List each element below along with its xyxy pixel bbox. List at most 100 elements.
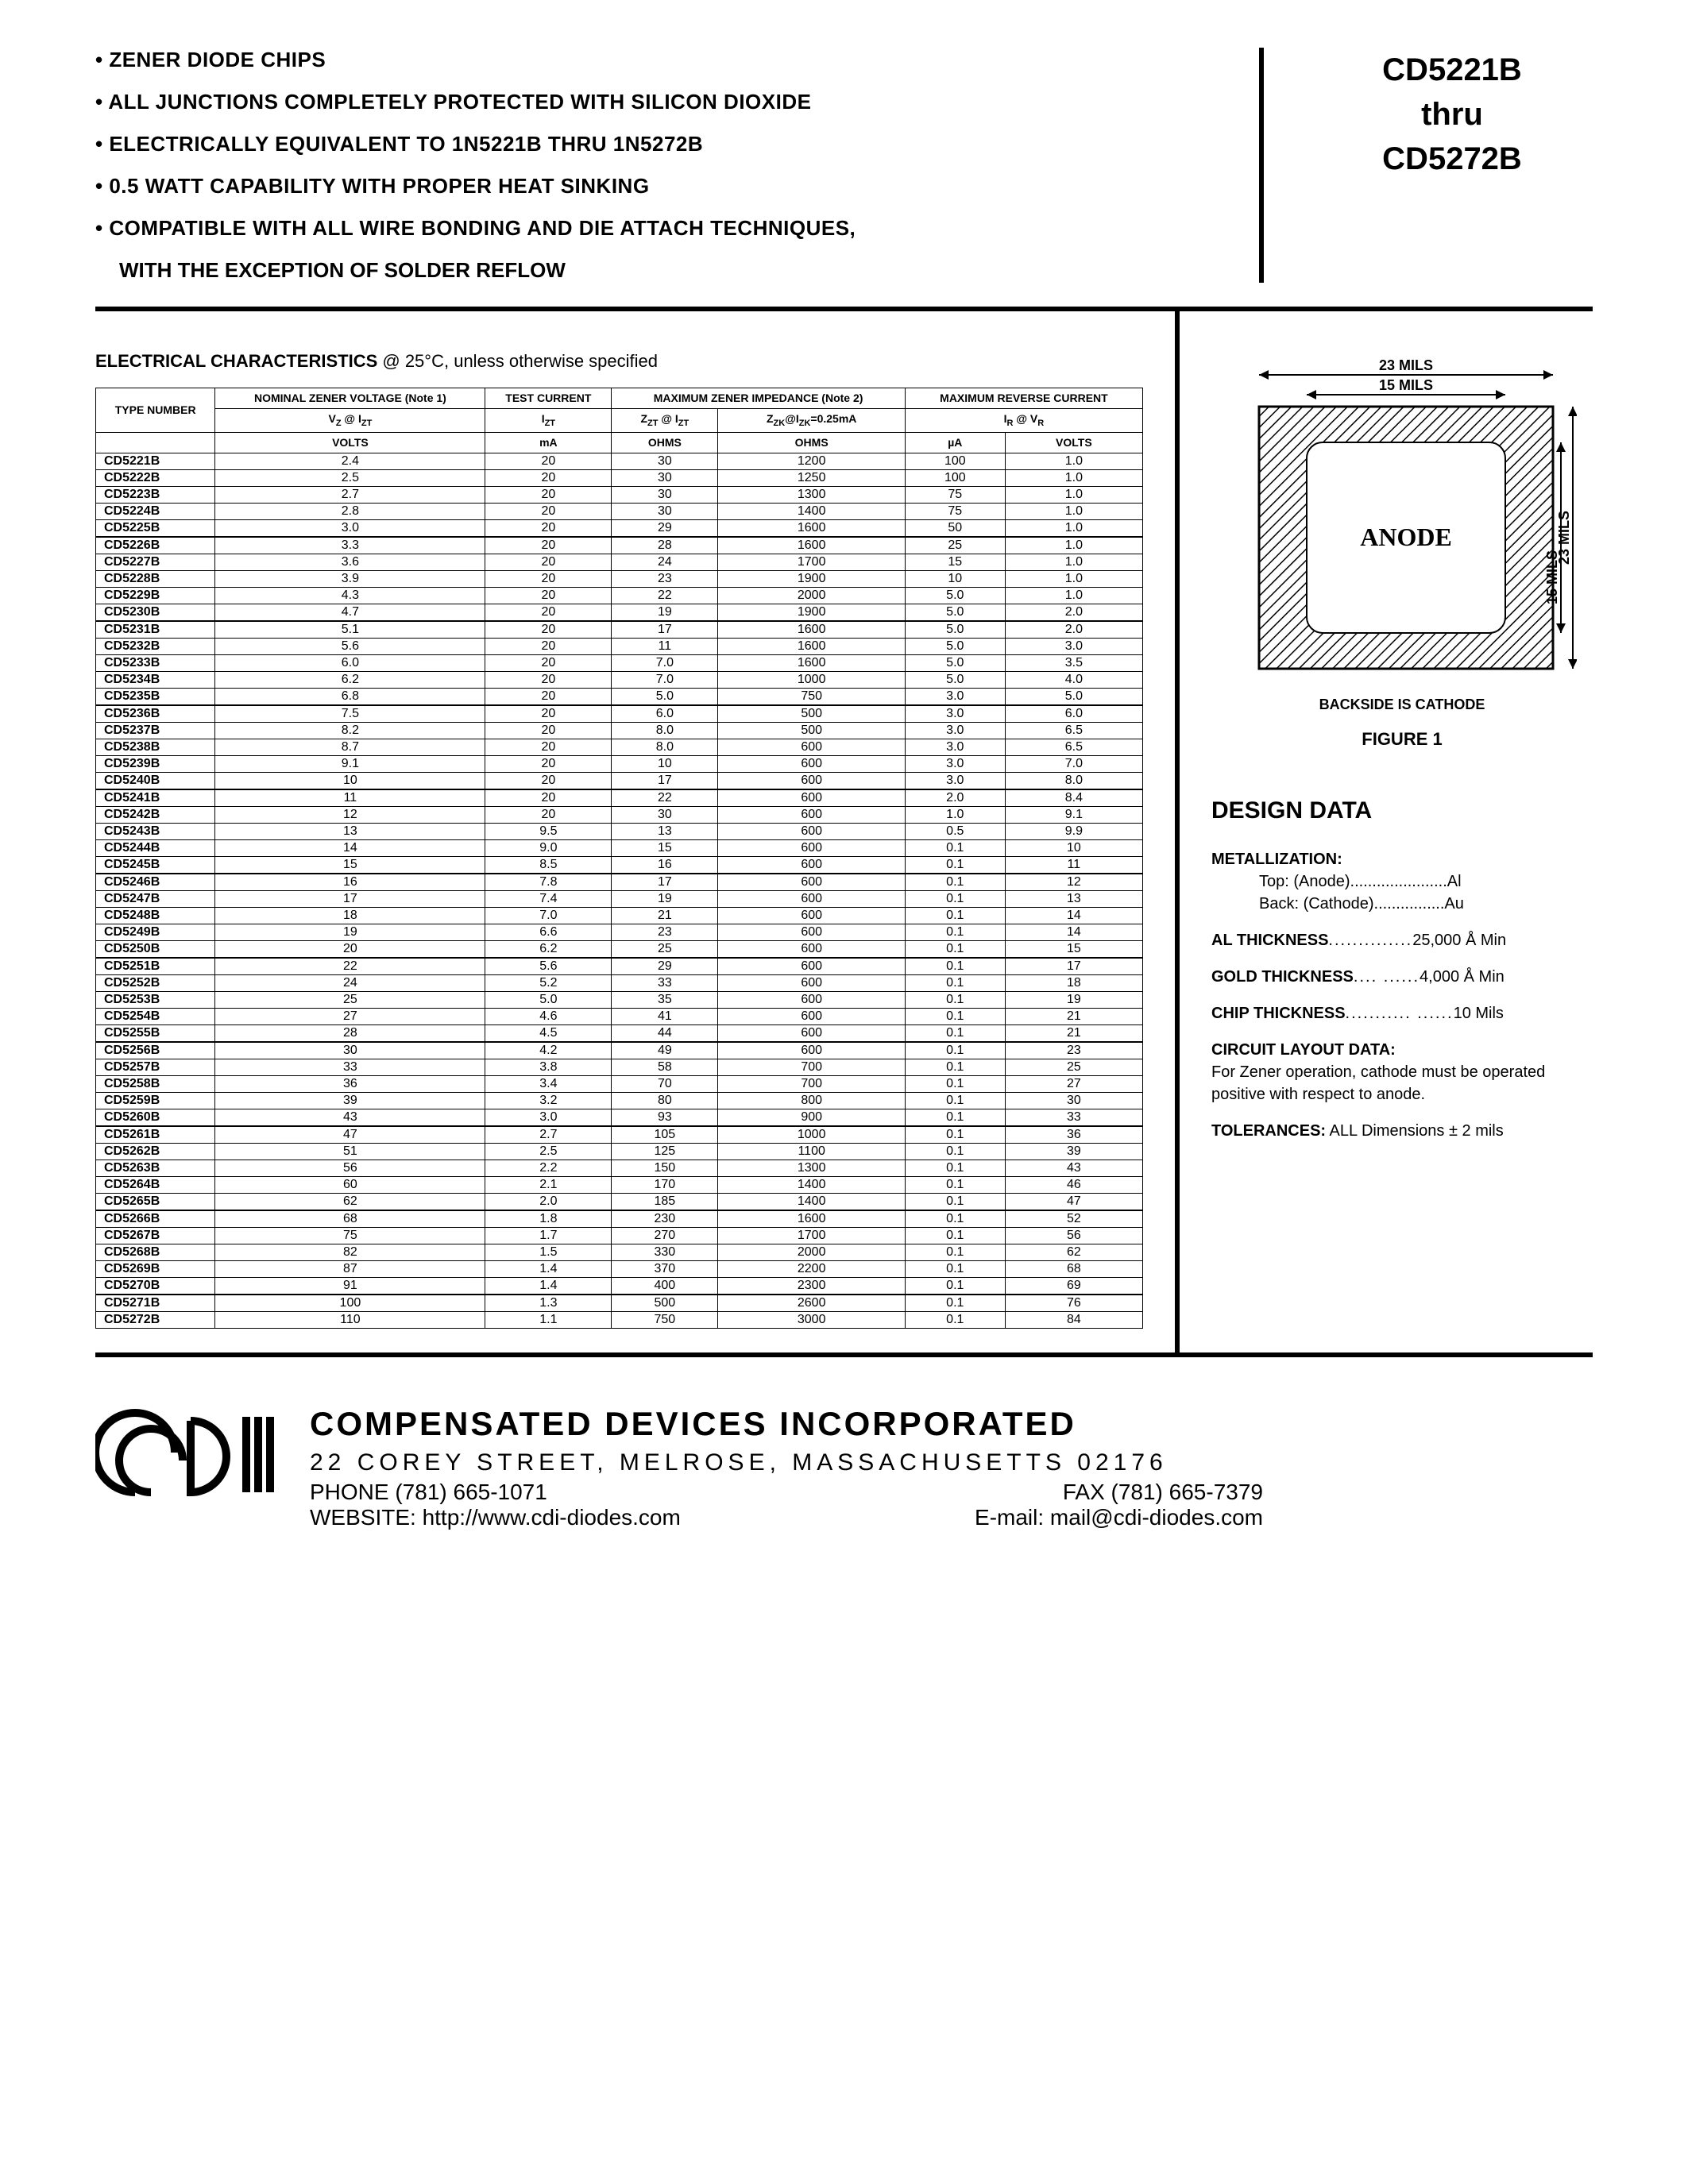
table-cell: 6.2: [485, 940, 612, 958]
table-cell: 0.1: [905, 1295, 1005, 1312]
table-cell: 1.0: [905, 806, 1005, 823]
table-cell: 24: [612, 554, 718, 570]
table-row: CD5272B1101.175030000.184: [96, 1311, 1143, 1328]
table-cell: 3.2: [485, 1092, 612, 1109]
table-cell: 1.0: [1005, 570, 1142, 587]
table-cell: 5.0: [905, 621, 1005, 639]
table-cell: 105: [612, 1126, 718, 1144]
table-cell: CD5249B: [96, 924, 215, 940]
table-cell: 80: [612, 1092, 718, 1109]
table-row: CD5235B6.8205.07503.05.0: [96, 688, 1143, 705]
table-cell: 20: [485, 705, 612, 723]
table-cell: CD5239B: [96, 755, 215, 772]
gold-thickness: GOLD THICKNESS.... ......4,000 Å Min: [1211, 966, 1593, 988]
table-cell: 4.2: [485, 1042, 612, 1059]
table-cell: 19: [1005, 991, 1142, 1008]
table-cell: 400: [612, 1277, 718, 1295]
table-cell: 1.5: [485, 1244, 612, 1260]
table-cell: CD5222B: [96, 469, 215, 486]
table-cell: 58: [612, 1059, 718, 1075]
table-cell: 7.5: [215, 705, 485, 723]
table-row: CD5241B1120226002.08.4: [96, 789, 1143, 807]
tolerances: TOLERANCES: ALL Dimensions ± 2 mils: [1211, 1120, 1593, 1142]
metallization: METALLIZATION: Top: (Anode).............…: [1211, 848, 1593, 915]
ec-title: ELECTRICAL CHARACTERISTICS @ 25°C, unles…: [95, 351, 1143, 372]
table-cell: 7.0: [612, 671, 718, 688]
table-cell: 3.0: [215, 519, 485, 537]
table-cell: 750: [612, 1311, 718, 1328]
table-row: CD5233B6.0207.016005.03.5: [96, 654, 1143, 671]
table-cell: 7.4: [485, 890, 612, 907]
table-cell: 56: [1005, 1227, 1142, 1244]
table-cell: CD5246B: [96, 874, 215, 891]
th-test: TEST CURRENT: [485, 388, 612, 409]
table-cell: 1900: [718, 570, 905, 587]
table-cell: 3000: [718, 1311, 905, 1328]
table-cell: 20: [485, 772, 612, 789]
th-zzt: ZZT @ IZT: [612, 408, 718, 432]
table-row: CD5247B177.4196000.113: [96, 890, 1143, 907]
characteristics-table: TYPE NUMBER NOMINAL ZENER VOLTAGE (Note …: [95, 388, 1143, 1329]
th-ohms2: OHMS: [718, 432, 905, 453]
table-cell: 9.1: [215, 755, 485, 772]
table-cell: 500: [718, 722, 905, 739]
table-cell: 1.7: [485, 1227, 612, 1244]
table-cell: 0.1: [905, 1042, 1005, 1059]
table-cell: 3.0: [485, 1109, 612, 1126]
table-cell: 8.0: [1005, 772, 1142, 789]
table-cell: 19: [612, 604, 718, 621]
table-row: CD5249B196.6236000.114: [96, 924, 1143, 940]
table-cell: 3.0: [905, 755, 1005, 772]
table-cell: 0.1: [905, 1311, 1005, 1328]
table-cell: 6.5: [1005, 739, 1142, 755]
table-row: CD5254B274.6416000.121: [96, 1008, 1143, 1024]
table-cell: 185: [612, 1193, 718, 1210]
table-cell: 8.5: [485, 856, 612, 874]
table-cell: 125: [612, 1143, 718, 1160]
table-cell: 29: [612, 519, 718, 537]
table-row: CD5255B284.5446000.121: [96, 1024, 1143, 1042]
table-cell: 2000: [718, 587, 905, 604]
table-cell: 19: [215, 924, 485, 940]
table-cell: CD5241B: [96, 789, 215, 807]
table-cell: CD5269B: [96, 1260, 215, 1277]
circuit-layout: CIRCUIT LAYOUT DATA: For Zener operation…: [1211, 1039, 1593, 1106]
table-cell: 19: [612, 890, 718, 907]
table-cell: CD5260B: [96, 1109, 215, 1126]
table-cell: CD5261B: [96, 1126, 215, 1144]
footer: COMPENSATED DEVICES INCORPORATED 22 CORE…: [95, 1357, 1593, 1530]
table-cell: 8.2: [215, 722, 485, 739]
table-cell: 20: [485, 503, 612, 519]
th-zzk: ZZK@IZK=0.25mA: [718, 408, 905, 432]
table-row: CD5224B2.820301400751.0: [96, 503, 1143, 519]
table-cell: 1400: [718, 1193, 905, 1210]
table-cell: 1000: [718, 1126, 905, 1144]
table-cell: CD5235B: [96, 688, 215, 705]
features-list: ZENER DIODE CHIPS ALL JUNCTIONS COMPLETE…: [95, 48, 1259, 283]
table-row: CD5264B602.117014000.146: [96, 1176, 1143, 1193]
table-cell: 23: [1005, 1042, 1142, 1059]
table-cell: 33: [612, 974, 718, 991]
table-cell: 1.0: [1005, 537, 1142, 554]
table-row: CD5240B1020176003.08.0: [96, 772, 1143, 789]
table-cell: 17: [612, 772, 718, 789]
table-cell: 20: [485, 806, 612, 823]
table-cell: 600: [718, 806, 905, 823]
table-cell: 5.6: [215, 638, 485, 654]
table-cell: 1200: [718, 453, 905, 469]
table-cell: 1.4: [485, 1277, 612, 1295]
th-volts: VOLTS: [215, 432, 485, 453]
table-cell: 91: [215, 1277, 485, 1295]
table-cell: 20: [485, 604, 612, 621]
table-cell: CD5259B: [96, 1092, 215, 1109]
top-section: ZENER DIODE CHIPS ALL JUNCTIONS COMPLETE…: [95, 48, 1593, 311]
table-cell: 62: [215, 1193, 485, 1210]
table-cell: 0.1: [905, 1244, 1005, 1260]
table-row: CD5227B3.620241700151.0: [96, 554, 1143, 570]
table-cell: 600: [718, 907, 905, 924]
table-row: CD5244B149.0156000.110: [96, 839, 1143, 856]
table-cell: 1300: [718, 486, 905, 503]
table-cell: 100: [215, 1295, 485, 1312]
table-cell: 2.1: [485, 1176, 612, 1193]
table-cell: 1.0: [1005, 486, 1142, 503]
